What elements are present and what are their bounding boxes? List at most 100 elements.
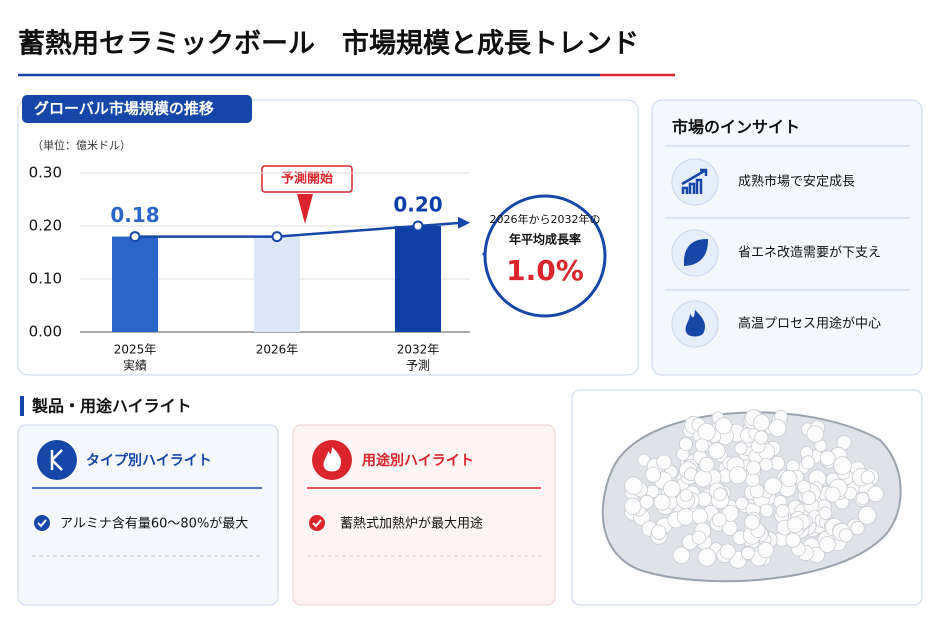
- icon-leaf-glyph: [683, 238, 709, 267]
- value-label: 0.20: [393, 193, 442, 217]
- ball: [785, 532, 801, 548]
- ball: [691, 530, 707, 545]
- y-tick-label: 0.10: [29, 270, 62, 288]
- chart-heading: グローバル市場規模の推移: [34, 100, 214, 118]
- ball: [735, 496, 749, 510]
- x-tick-label: 2025年: [114, 343, 157, 357]
- annotation-pointer: [297, 194, 313, 224]
- icon-chart: [671, 158, 719, 206]
- y-tick-label: 0.30: [29, 164, 62, 182]
- ball: [734, 441, 748, 455]
- ball: [624, 476, 643, 496]
- insight-item: 成熟市場で安定成長: [738, 174, 855, 190]
- trend-line: [135, 221, 463, 238]
- ball: [653, 493, 671, 511]
- trend-arrow: [458, 216, 470, 229]
- x-sublabel: 予測: [406, 359, 430, 373]
- bar: [254, 236, 300, 332]
- ball: [676, 507, 695, 526]
- ball: [806, 425, 824, 443]
- card-item: 蓄熱式加熱炉が最大用途: [340, 516, 483, 532]
- ball: [695, 438, 710, 453]
- insight-item: 高温プロセス用途が中心: [738, 316, 881, 332]
- ball: [639, 494, 655, 510]
- ball: [697, 547, 717, 567]
- ball: [818, 506, 833, 520]
- ball: [728, 465, 748, 485]
- ball: [662, 480, 681, 498]
- cagr-circle: [483, 194, 607, 318]
- ball: [775, 503, 790, 518]
- ball: [697, 422, 716, 442]
- ball: [713, 487, 727, 502]
- unit-label: （単位：億米ドル）: [32, 138, 131, 152]
- card-icon-glyph: [323, 447, 342, 472]
- ball: [715, 417, 733, 435]
- ball: [838, 528, 854, 543]
- bar: [112, 236, 158, 332]
- check-glyph: [312, 519, 322, 528]
- ball: [819, 536, 836, 553]
- bar: [395, 226, 441, 332]
- ball: [651, 524, 667, 541]
- ball: [679, 488, 693, 502]
- chart-heading-bg: [22, 95, 252, 123]
- check-icon: [309, 515, 325, 531]
- cagr-value: 1.0%: [506, 254, 584, 287]
- type-card: [17, 424, 279, 606]
- ball: [752, 414, 770, 432]
- ball: [679, 437, 694, 452]
- trend-point: [412, 220, 424, 232]
- cagr-line1: 2026年から2032年の: [490, 212, 601, 226]
- insight-panel: [651, 99, 923, 376]
- x-sublabel: 実績: [123, 358, 147, 373]
- card-title: タイプ別ハイライト: [86, 453, 212, 469]
- trend-point: [129, 231, 141, 243]
- y-tick-label: 0.00: [29, 323, 62, 341]
- ball: [645, 466, 662, 483]
- icon-chart-glyph: [681, 168, 708, 194]
- icon-flame-glyph: [685, 310, 706, 337]
- card-icon-glyph: [50, 449, 63, 471]
- value-label: 0.18: [110, 203, 159, 227]
- chart-panel: [17, 99, 639, 376]
- check-glyph: [37, 519, 47, 528]
- insight-item: 省エネ改造需要が下支え: [738, 246, 881, 261]
- ball: [656, 454, 672, 470]
- ball: [780, 469, 798, 487]
- check-icon: [34, 515, 50, 531]
- ball: [757, 541, 774, 559]
- y-tick-label: 0.20: [29, 217, 62, 235]
- ball: [672, 546, 691, 565]
- ball: [850, 520, 865, 536]
- x-tick-label: 2026年: [256, 343, 299, 357]
- ball: [759, 457, 773, 472]
- ball: [694, 469, 712, 488]
- section-heading: 製品・用途ハイライト: [31, 397, 192, 416]
- ball: [741, 546, 755, 561]
- x-tick-label: 2032年: [397, 343, 440, 357]
- ball: [624, 497, 642, 515]
- ball: [824, 486, 841, 503]
- annotation: 予測開始: [281, 171, 333, 187]
- ball: [712, 512, 727, 528]
- ball: [819, 450, 836, 467]
- ball: [768, 419, 787, 438]
- use-card: [292, 424, 556, 606]
- photo: [601, 409, 902, 583]
- ball: [744, 514, 760, 530]
- ball: [699, 456, 715, 473]
- ball: [857, 506, 877, 525]
- ball: [800, 455, 816, 470]
- ball: [719, 543, 736, 560]
- ball: [691, 508, 709, 525]
- section-marker: [20, 396, 24, 416]
- card-title: 用途別ハイライト: [362, 452, 474, 469]
- ball: [867, 485, 884, 503]
- ball: [801, 490, 817, 506]
- ball: [787, 516, 804, 534]
- card-icon: [37, 440, 77, 480]
- ball: [759, 503, 774, 518]
- page-title: 蓄熱用セラミックボール 市場規模と成長トレンド: [18, 28, 639, 60]
